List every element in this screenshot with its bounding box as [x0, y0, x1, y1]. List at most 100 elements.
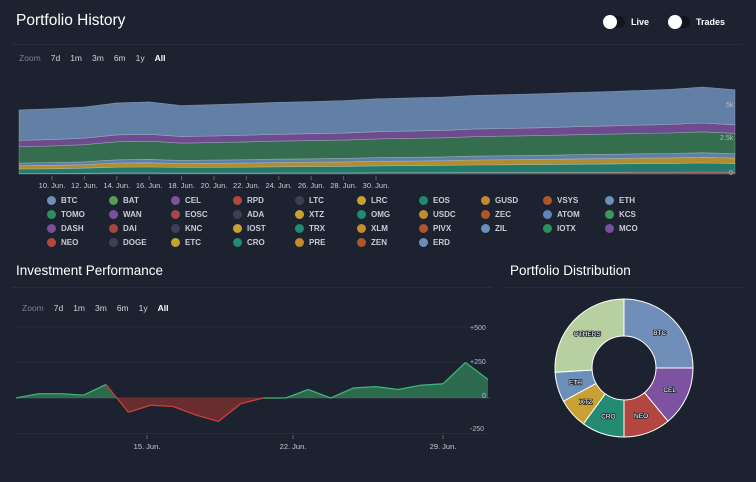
- legend-label: EOS: [433, 196, 450, 205]
- legend-swatch: [109, 224, 118, 233]
- legend-label: CEL: [185, 196, 201, 205]
- legend-item-btc[interactable]: BTC: [47, 195, 109, 206]
- legend-label: TOMO: [61, 210, 85, 219]
- history-zoom-6m[interactable]: 6m: [113, 53, 126, 63]
- legend-item-knc[interactable]: KNC: [171, 223, 233, 234]
- legend-item-xtz[interactable]: XTZ: [295, 209, 357, 220]
- trades-toggle[interactable]: Trades: [668, 15, 725, 29]
- legend-item-usdc[interactable]: USDC: [419, 209, 481, 220]
- legend-label: DASH: [61, 224, 84, 233]
- legend-label: GUSD: [495, 196, 519, 205]
- legend-label: IOTX: [557, 224, 576, 233]
- legend-item-gusd[interactable]: GUSD: [481, 195, 543, 206]
- legend-swatch: [109, 196, 118, 205]
- legend-label: TRX: [309, 224, 325, 233]
- history-zoom-3m[interactable]: 3m: [92, 53, 104, 63]
- portfolio-history-chart[interactable]: 10. Jun. 12. Jun. 14. Jun. 16. Jun. 18. Jun.…: [0, 66, 756, 194]
- legend-item-ltc[interactable]: LTC: [295, 195, 357, 206]
- legend-swatch: [419, 238, 428, 247]
- donut-label: CRO: [601, 414, 615, 421]
- legend-item-dai[interactable]: DAI: [109, 223, 171, 234]
- legend-item-rpd[interactable]: RPD: [233, 195, 295, 206]
- history-zoom-all[interactable]: All: [154, 53, 166, 63]
- legend-swatch: [357, 210, 366, 219]
- legend-item-erd[interactable]: ERD: [419, 237, 481, 248]
- performance-zoom-all[interactable]: All: [157, 303, 169, 313]
- legend-swatch: [295, 196, 304, 205]
- history-x-tick-label: 26. Jun.: [298, 181, 325, 190]
- legend-label: EOSC: [185, 210, 208, 219]
- legend-item-wan[interactable]: WAN: [109, 209, 171, 220]
- legend-item-mco[interactable]: MCO: [605, 223, 667, 234]
- live-switch[interactable]: [603, 15, 625, 29]
- trades-switch[interactable]: [668, 15, 690, 29]
- perf-y-tick-neg250: -250: [470, 426, 484, 433]
- perf-line-segment: [330, 387, 354, 399]
- legend-label: XLM: [371, 224, 388, 233]
- perf-positive-area[interactable]: [16, 362, 488, 399]
- history-zoom-label: Zoom: [19, 53, 41, 63]
- legend-swatch: [171, 196, 180, 205]
- legend-label: BAT: [123, 196, 139, 205]
- legend-item-cro[interactable]: CRO: [233, 237, 295, 248]
- legend-item-kcs[interactable]: KCS: [605, 209, 667, 220]
- legend-item-etc[interactable]: ETC: [171, 237, 233, 248]
- performance-zoom-1y[interactable]: 1y: [138, 303, 148, 313]
- legend-item-zec[interactable]: ZEC: [481, 209, 543, 220]
- legend-item-neo[interactable]: NEO: [47, 237, 109, 248]
- investment-performance-chart[interactable]: 15. Jun. 22. Jun. 29. Jun. +500 +250 0 -25…: [0, 318, 500, 458]
- legend-item-iotx[interactable]: IOTX: [543, 223, 605, 234]
- history-zoom-7d[interactable]: 7d: [50, 53, 61, 63]
- legend-item-tomo[interactable]: TOMO: [47, 209, 109, 220]
- performance-zoom-6m[interactable]: 6m: [116, 303, 129, 313]
- perf-negative-area[interactable]: [16, 398, 488, 422]
- legend-item-pivx[interactable]: PIVX: [419, 223, 481, 234]
- donut-label: OTHERS: [574, 331, 602, 338]
- legend-item-eth[interactable]: ETH: [605, 195, 667, 206]
- history-series-others[interactable]: [18, 131, 736, 164]
- legend-item-iost[interactable]: IOST: [233, 223, 295, 234]
- legend-item-omg[interactable]: OMG: [357, 209, 419, 220]
- legend-label: PRE: [309, 238, 326, 247]
- legend-label: DAI: [123, 224, 137, 233]
- legend-item-zen[interactable]: ZEN: [357, 237, 419, 248]
- legend-label: PIVX: [433, 224, 452, 233]
- legend-swatch: [295, 210, 304, 219]
- donut-slice-others[interactable]: [554, 298, 625, 373]
- history-zoom-1y[interactable]: 1y: [135, 53, 145, 63]
- performance-zoom-3m[interactable]: 3m: [95, 303, 107, 313]
- history-series-eth[interactable]: [18, 152, 736, 167]
- legend-item-dash[interactable]: DASH: [47, 223, 109, 234]
- legend-label: KCS: [619, 210, 636, 219]
- legend-item-atom[interactable]: ATOM: [543, 209, 605, 220]
- legend-label: ZEC: [495, 210, 511, 219]
- legend-item-zil[interactable]: ZIL: [481, 223, 543, 234]
- history-zoom-1m[interactable]: 1m: [70, 53, 83, 63]
- performance-zoom-1m[interactable]: 1m: [73, 303, 86, 313]
- legend-label: RPD: [247, 196, 264, 205]
- legend-item-eos[interactable]: EOS: [419, 195, 481, 206]
- legend-item-doge[interactable]: DOGE: [109, 237, 171, 248]
- legend-item-bat[interactable]: BAT: [109, 195, 171, 206]
- portfolio-distribution-donut[interactable]: BTC CEL NEO CRO XTZ ETH OTHERS: [550, 296, 700, 440]
- history-y-tick-5k: 5k: [726, 102, 734, 109]
- legend-label: IOST: [247, 224, 266, 233]
- perf-line-segment: [173, 405, 197, 416]
- performance-zoom-7d[interactable]: 7d: [53, 303, 64, 313]
- perf-line-segment: [60, 393, 84, 396]
- legend-item-ada[interactable]: ADA: [233, 209, 295, 220]
- legend-item-pre[interactable]: PRE: [295, 237, 357, 248]
- legend-item-trx[interactable]: TRX: [295, 223, 357, 234]
- legend-item-eosc[interactable]: EOSC: [171, 209, 233, 220]
- live-toggle[interactable]: Live: [603, 15, 649, 29]
- donut-slice-btc[interactable]: [623, 298, 694, 369]
- trades-switch-knob: [668, 15, 682, 29]
- legend-item-vsys[interactable]: VSYS: [543, 195, 605, 206]
- legend-item-lrc[interactable]: LRC: [357, 195, 419, 206]
- legend-item-cel[interactable]: CEL: [171, 195, 233, 206]
- donut-label: NEO: [634, 413, 648, 420]
- history-series-btc[interactable]: [18, 86, 736, 141]
- legend-swatch: [295, 238, 304, 247]
- legend-item-xlm[interactable]: XLM: [357, 223, 419, 234]
- distribution-divider: [505, 287, 745, 288]
